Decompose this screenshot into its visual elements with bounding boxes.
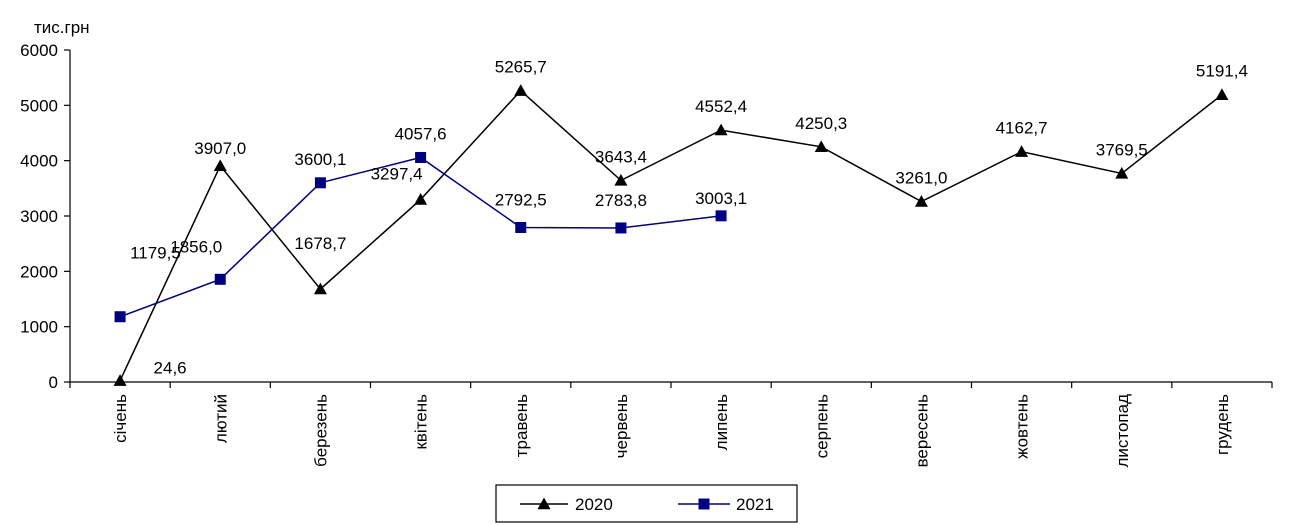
data-label-2020: 5191,4 (1196, 62, 1248, 81)
x-tick-label: квітень (412, 394, 431, 450)
data-label-2020: 3643,4 (595, 147, 647, 166)
data-point-2020 (113, 374, 127, 386)
y-tick-label: 0 (49, 373, 58, 392)
data-label-2021: 1179,5 (130, 244, 181, 263)
x-tick-label: липень (712, 394, 731, 450)
x-tick-label: жовтень (1013, 394, 1032, 459)
x-tick-label: червень (612, 394, 631, 458)
data-point-2020 (514, 84, 528, 96)
data-point-2020 (1015, 145, 1029, 157)
legend-marker-2020 (537, 497, 551, 510)
data-point-2020 (313, 282, 327, 295)
data-point-2020 (1215, 88, 1229, 100)
data-label-2020: 4162,7 (996, 119, 1048, 138)
data-point-2021 (415, 151, 427, 163)
data-point-2021 (715, 210, 727, 222)
y-tick-label: 3000 (20, 207, 58, 226)
legend-marker-2021 (698, 498, 710, 510)
y-tick-label: 4000 (20, 152, 58, 171)
x-tick-label: березень (311, 394, 330, 467)
data-label-2020: 4552,4 (695, 97, 747, 116)
data-point-2020 (714, 123, 728, 136)
data-point-2020 (1115, 166, 1129, 179)
y-tick-label: 6000 (20, 41, 58, 60)
data-point-2020 (814, 140, 828, 153)
data-point-2020 (414, 193, 428, 205)
data-label-2021: 2792,5 (495, 190, 547, 209)
data-point-2021 (114, 311, 126, 323)
data-label-2021: 2783,8 (595, 191, 647, 210)
y-axis-unit-label: тис.грн (34, 18, 90, 37)
data-label-2020: 3297,4 (371, 165, 423, 184)
data-point-2021 (214, 273, 226, 285)
x-tick-label: січень (111, 394, 130, 443)
data-label-2020: 3907,0 (194, 139, 246, 158)
x-tick-label: листопад (1113, 394, 1132, 468)
data-label-2021: 1856,0 (170, 237, 222, 256)
data-label-layer: 24,6 3907,0 1678,7 3297,4 5265,7 3643,4 4552,4… (130, 58, 1248, 378)
data-label-2020: 4250,3 (795, 114, 847, 133)
data-point-2020 (213, 159, 227, 172)
data-point-2021 (314, 177, 326, 189)
y-tick-label: 1000 (20, 318, 58, 337)
y-tick-label: 5000 (20, 96, 58, 115)
data-point-2021 (615, 222, 627, 234)
data-point-2020 (914, 195, 928, 207)
data-label-2020: 5265,7 (495, 58, 547, 77)
data-label-2021: 3003,1 (695, 189, 747, 208)
x-tick-label: лютий (211, 394, 230, 443)
y-tick-label: 2000 (20, 262, 58, 281)
legend: 2020 2021 (495, 484, 798, 523)
data-point-2021 (515, 221, 527, 233)
data-label-2020: 3769,5 (1096, 140, 1148, 159)
series-layer (113, 84, 1229, 386)
x-tick-label: серпень (812, 394, 831, 458)
data-label-2020: 24,6 (154, 359, 187, 378)
series-line-2020 (119, 89, 1223, 381)
data-label-2020: 1678,7 (294, 234, 346, 253)
x-tick-label: вересень (912, 394, 931, 468)
data-label-2021: 3600,1 (294, 150, 346, 169)
legend-label-2021: 2021 (736, 495, 774, 514)
x-tick-label: травень (512, 394, 531, 457)
legend-label-2020: 2020 (575, 495, 613, 514)
x-tick-label: грудень (1213, 394, 1232, 455)
data-label-2021: 4057,6 (395, 124, 447, 143)
axes: 0 1000 2000 3000 4000 5000 6000 січень лютий бере… (20, 41, 1273, 468)
data-point-2020 (614, 173, 628, 186)
data-label-2020: 3261,0 (895, 169, 947, 188)
